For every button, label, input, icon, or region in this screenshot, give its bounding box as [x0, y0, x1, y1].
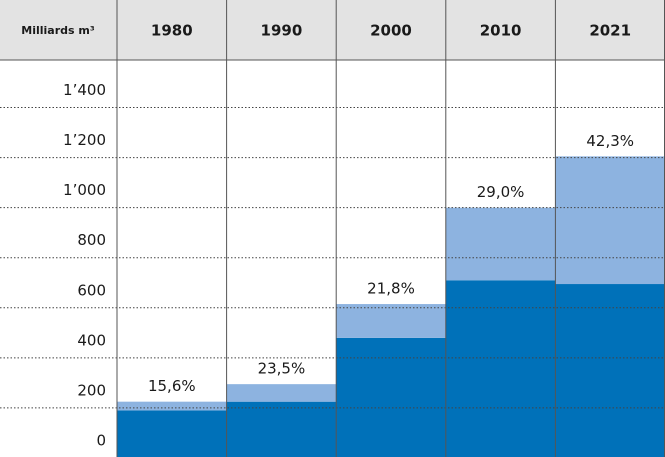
bar-segment — [555, 284, 665, 457]
header-background — [0, 0, 665, 60]
bar-segment — [445, 280, 556, 457]
y-tick-label: 1’200 — [63, 131, 106, 149]
bar-segment — [336, 337, 446, 457]
column-header: 1990 — [261, 22, 303, 40]
y-tick-label: 1’400 — [63, 81, 106, 99]
bar-segment — [336, 304, 446, 338]
column-header: 2010 — [480, 22, 522, 40]
y-tick-label: 400 — [77, 331, 106, 349]
y-tick-label: 800 — [77, 231, 106, 249]
bar-segment — [555, 156, 665, 285]
bar-annotation: 15,6% — [148, 377, 196, 395]
y-axis-label: Milliards m³ — [21, 24, 95, 37]
bar-segment — [226, 401, 337, 457]
column-header: 1980 — [151, 22, 193, 40]
bar-annotation: 29,0% — [477, 183, 525, 201]
y-tick-label: 1’000 — [63, 181, 106, 199]
bar-annotation: 23,5% — [258, 360, 306, 378]
bar-segment — [117, 401, 227, 411]
column-header: 2000 — [370, 22, 412, 40]
y-tick-label: 600 — [77, 281, 106, 299]
bar-annotation: 42,3% — [586, 132, 634, 150]
bar-annotation: 21,8% — [367, 280, 415, 298]
bar-segment — [226, 384, 337, 402]
column-header: 2021 — [589, 22, 631, 40]
y-tick-label: 200 — [77, 381, 106, 399]
bar-segment — [117, 410, 227, 457]
y-tick-label: 0 — [96, 432, 106, 450]
bar-segment — [445, 207, 556, 281]
